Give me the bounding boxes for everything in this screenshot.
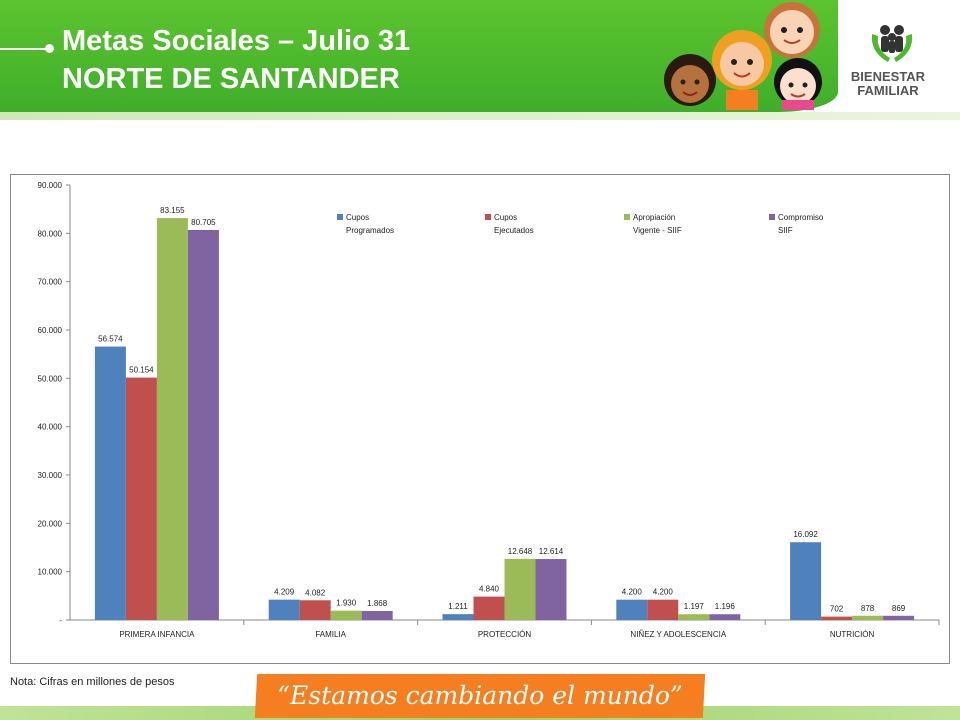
- legend-label: Apropiación: [633, 213, 675, 222]
- chart-panel: - 10.000 20.000 30.000 40.000 50.000 60.000 70.…: [10, 174, 950, 664]
- data-label: 83.155: [160, 206, 185, 215]
- header-banner: Metas Sociales – Julio 31 NORTE DE SANTA…: [0, 0, 960, 120]
- y-tick-label: 20.000: [38, 519, 63, 528]
- bar-chart: - 10.000 20.000 30.000 40.000 50.000 60.000 70.…: [38, 181, 940, 639]
- legend-label: Ejecutados: [494, 226, 534, 235]
- bar: [473, 596, 505, 620]
- x-category-label: FAMILIA: [315, 630, 346, 639]
- x-category-label: PROTECCIÓN: [478, 630, 532, 639]
- bar: [268, 599, 300, 620]
- y-tick-label: -: [59, 616, 62, 625]
- data-label: 4.840: [479, 585, 500, 594]
- x-category-label: PRIMERA INFANCIA: [119, 630, 195, 639]
- legend-swatch: [769, 214, 775, 220]
- logo-text-line1: BIENESTAR: [850, 69, 926, 84]
- data-label: 50.154: [129, 366, 154, 375]
- children-illustration: [664, 2, 822, 110]
- legend-label: Vigente - SIIF: [633, 226, 682, 235]
- slogan-text: “Estamos cambiando el mundo”: [277, 681, 683, 710]
- logo-text-line2: FAMILIAR: [857, 83, 919, 98]
- bienestar-familiar-logo-icon: [871, 25, 913, 62]
- bar: [852, 615, 884, 620]
- data-label: 1.930: [336, 599, 357, 608]
- bar: [821, 616, 853, 620]
- y-tick-label: 90.000: [38, 181, 63, 190]
- data-label: 56.574: [98, 335, 123, 344]
- y-tick-label: 70.000: [38, 278, 63, 287]
- bar: [156, 218, 188, 620]
- data-label: 4.200: [622, 588, 643, 597]
- data-label: 1.196: [715, 602, 736, 611]
- data-label: 4.209: [274, 588, 295, 597]
- logo-text: BIENESTAR FAMILIAR: [848, 70, 928, 98]
- data-label: 702: [830, 605, 844, 614]
- page-title: Metas Sociales – Julio 31 NORTE DE SANTA…: [62, 22, 410, 98]
- legend-label: Cupos: [346, 213, 369, 222]
- data-label: 16.092: [793, 530, 818, 539]
- bar: [678, 614, 710, 620]
- bar: [647, 599, 679, 620]
- data-label: 1.211: [448, 602, 468, 611]
- bar: [442, 614, 474, 620]
- bar: [504, 558, 536, 620]
- y-tick-label: 40.000: [38, 423, 63, 432]
- data-label: 12.648: [508, 547, 533, 556]
- page-title-line1: Metas Sociales – Julio 31: [62, 25, 411, 57]
- legend-label: Cupos: [494, 213, 517, 222]
- footnote: Nota: Cifras en millones de pesos: [10, 676, 175, 688]
- bar: [709, 614, 741, 620]
- data-label: 878: [861, 604, 875, 613]
- bar: [299, 600, 331, 620]
- legend-label: SIIF: [778, 226, 793, 235]
- bar: [616, 599, 648, 620]
- data-label: 4.082: [305, 588, 326, 597]
- data-label: 1.197: [684, 602, 705, 611]
- title-decoration-line: [0, 48, 50, 50]
- bar: [187, 229, 219, 620]
- x-category-label: NIÑEZ Y ADOLESCENCIA: [630, 630, 726, 639]
- y-tick-label: 80.000: [38, 229, 63, 238]
- legend-swatch: [337, 214, 343, 220]
- logo-area: BIENESTAR FAMILIAR: [838, 0, 960, 112]
- y-tick-label: 30.000: [38, 471, 63, 480]
- legend-label: Compromiso: [778, 213, 824, 222]
- data-label: 80.705: [191, 218, 216, 227]
- bar: [361, 610, 393, 620]
- data-label: 869: [892, 604, 906, 613]
- data-label: 1.868: [367, 599, 388, 608]
- x-category-label: NUTRICIÓN: [830, 630, 875, 639]
- y-tick-label: 50.000: [38, 374, 63, 383]
- header-stripe: [0, 112, 960, 120]
- legend-label: Programados: [346, 226, 394, 235]
- data-label: 12.614: [539, 547, 564, 556]
- bar: [535, 559, 567, 620]
- legend-swatch: [624, 214, 630, 220]
- page-title-line2: NORTE DE SANTANDER: [62, 63, 400, 95]
- title-decoration-dot: [45, 44, 54, 53]
- bar: [790, 542, 822, 620]
- legend-swatch: [485, 214, 491, 220]
- bar: [330, 610, 362, 620]
- y-tick-label: 10.000: [38, 568, 63, 577]
- bar: [883, 615, 915, 620]
- data-label: 4.200: [653, 588, 674, 597]
- bar: [125, 377, 157, 620]
- bar: [94, 346, 126, 620]
- y-tick-label: 60.000: [38, 326, 63, 335]
